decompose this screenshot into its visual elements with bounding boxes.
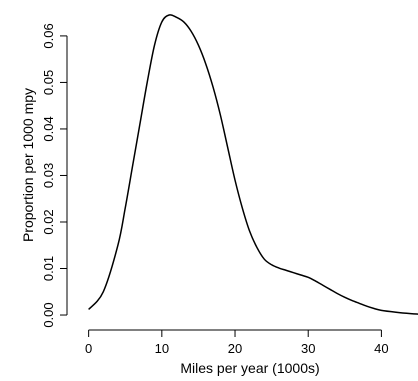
x-tick-label: 10 — [155, 341, 169, 356]
y-axis-title: Proportion per 1000 mpy — [20, 88, 36, 242]
y-tick-label: 0.05 — [41, 70, 56, 95]
x-axis-title: Miles per year (1000s) — [180, 360, 319, 376]
x-ticks: 0 10 20 30 40 — [85, 330, 389, 356]
density-curve — [88, 14, 418, 315]
y-ticks: 0.00 0.01 0.02 0.03 0.04 0.05 0.06 — [41, 23, 67, 328]
y-tick-label: 0.06 — [41, 23, 56, 48]
y-tick-label: 0.02 — [41, 209, 56, 234]
x-tick-label: 30 — [301, 341, 315, 356]
x-tick-label: 0 — [85, 341, 92, 356]
y-tick-label: 0.01 — [41, 256, 56, 281]
plot-area — [88, 14, 418, 315]
y-tick-label: 0.00 — [41, 302, 56, 327]
y-tick-label: 0.04 — [41, 116, 56, 141]
y-tick-label: 0.03 — [41, 163, 56, 188]
x-tick-label: 20 — [228, 341, 242, 356]
x-tick-label: 40 — [374, 341, 388, 356]
